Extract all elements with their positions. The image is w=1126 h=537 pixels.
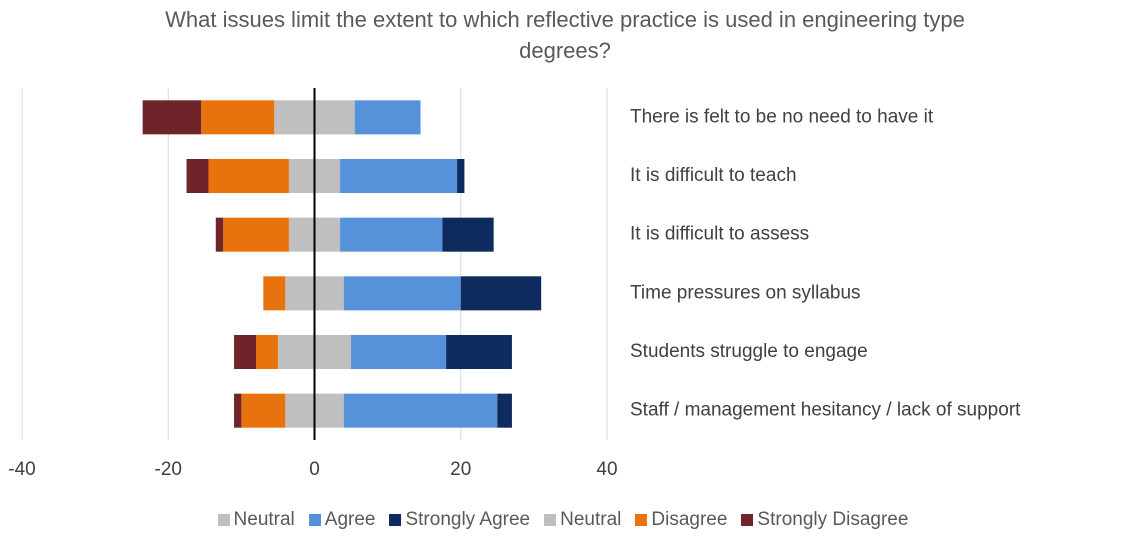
legend-label: Strongly Agree [405,509,531,530]
bar [446,334,512,370]
bar [142,100,202,135]
bar [314,276,344,311]
bar [340,217,443,252]
legend-item: Neutral [217,509,295,531]
category-label: There is felt to be no need to have it [630,106,934,127]
legend-swatch [217,514,230,526]
bar [457,158,465,194]
x-tick-label: -20 [155,459,182,480]
legend-item: Agree [308,509,376,531]
legend-swatch [308,514,321,526]
bar [343,276,461,311]
bar [460,276,542,311]
legend: Neutral Agree Strongly Agree Neutral Disagre… [0,509,1126,531]
bar [256,334,278,370]
bar [223,217,289,252]
legend-label: Strongly Disagree [757,509,909,530]
legend-label: Neutral [233,509,295,530]
bar [234,334,256,370]
bar [314,217,341,252]
bar [186,158,209,194]
category-label: Staff / management hesitancy / lack of s… [630,400,1021,421]
x-tick-label: -40 [8,459,35,480]
bar [351,334,447,370]
bar [442,217,494,252]
bar [285,276,315,311]
bar [208,158,289,194]
legend-swatch [389,514,402,526]
bar [263,276,286,311]
legend-label: Neutral [560,509,622,530]
bar [340,158,458,194]
bar [288,217,315,252]
bar [314,334,352,370]
bar [288,158,315,194]
bar [234,393,242,428]
legend-swatch [635,514,648,526]
category-label: Students struggle to engage [630,341,868,362]
bar [314,100,355,135]
chart-title: What issues limit the extent to which re… [165,7,965,63]
category-label: It is difficult to teach [630,165,797,186]
x-tick-label: 20 [450,459,471,480]
bar [343,393,498,428]
bar [241,393,286,428]
bar [314,393,344,428]
bar [274,100,315,135]
bar [497,393,512,428]
legend-item: Strongly Disagree [741,509,908,531]
legend-swatch [741,514,754,526]
legend-item: Disagree [635,509,727,531]
bar [354,100,421,135]
bar [201,100,275,135]
legend-label: Disagree [651,509,728,530]
legend-item: Neutral [544,509,621,531]
bar [314,158,341,194]
legend-label: Agree [324,509,376,530]
category-label: Time pressures on syllabus [630,282,861,303]
category-label: It is difficult to assess [630,224,809,245]
bar [277,334,315,370]
bar [285,393,315,428]
legend-item: Strongly Agree [389,509,530,531]
x-tick-label: 40 [596,459,617,480]
x-tick-label: 0 [309,459,320,480]
legend-swatch [544,514,557,526]
bar [215,217,224,252]
